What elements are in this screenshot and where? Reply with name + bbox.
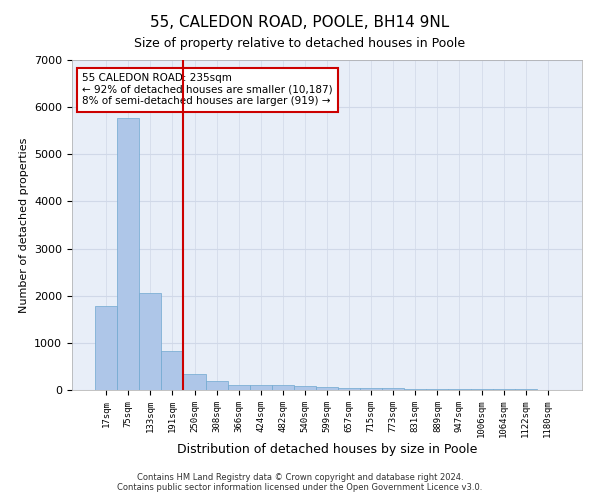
Text: 55, CALEDON ROAD, POOLE, BH14 9NL: 55, CALEDON ROAD, POOLE, BH14 9NL xyxy=(151,15,449,30)
Text: Size of property relative to detached houses in Poole: Size of property relative to detached ho… xyxy=(134,38,466,51)
Bar xyxy=(95,306,117,390)
Bar xyxy=(404,388,427,390)
Bar xyxy=(206,382,227,390)
Y-axis label: Number of detached properties: Number of detached properties xyxy=(19,138,29,312)
Bar xyxy=(316,387,338,390)
Bar xyxy=(427,389,448,390)
X-axis label: Distribution of detached houses by size in Poole: Distribution of detached houses by size … xyxy=(177,443,477,456)
Text: 55 CALEDON ROAD: 235sqm
← 92% of detached houses are smaller (10,187)
8% of semi: 55 CALEDON ROAD: 235sqm ← 92% of detache… xyxy=(82,73,333,106)
Text: Contains HM Land Registry data © Crown copyright and database right 2024.
Contai: Contains HM Land Registry data © Crown c… xyxy=(118,473,482,492)
Bar xyxy=(139,293,161,390)
Bar xyxy=(161,352,184,390)
Bar xyxy=(448,389,470,390)
Bar xyxy=(338,388,360,390)
Bar xyxy=(360,388,382,390)
Bar xyxy=(382,388,404,390)
Bar xyxy=(117,118,139,390)
Bar xyxy=(470,389,493,390)
Bar xyxy=(184,374,206,390)
Bar xyxy=(250,386,272,390)
Bar xyxy=(227,385,250,390)
Bar xyxy=(294,386,316,390)
Bar xyxy=(272,386,294,390)
